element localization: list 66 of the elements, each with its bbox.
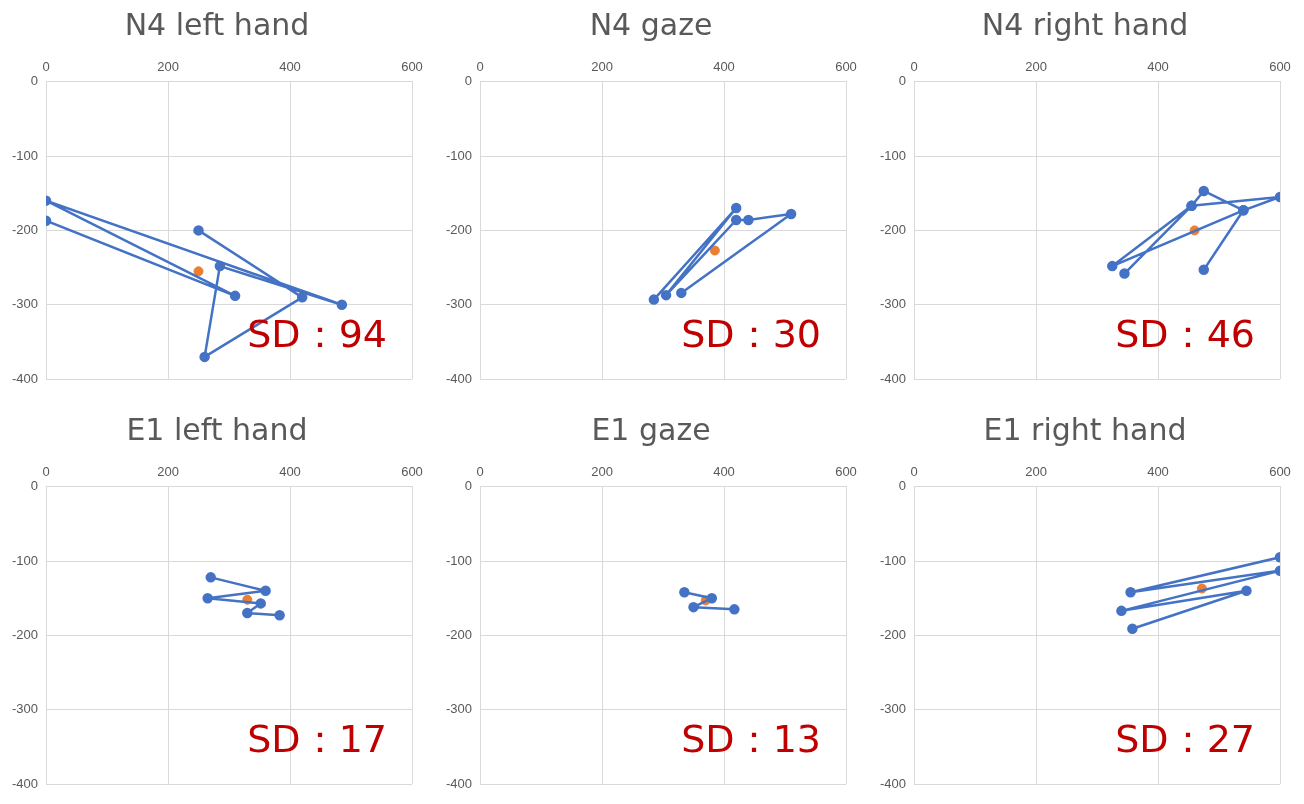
x-tick-label: 200 bbox=[591, 464, 613, 480]
x-tick-label: 0 bbox=[42, 464, 50, 480]
y-tick-label: -300 bbox=[445, 701, 473, 717]
y-tick-label: -400 bbox=[11, 370, 39, 386]
annotation: SD：94 bbox=[247, 312, 387, 357]
x-tick-label: 400 bbox=[713, 464, 735, 480]
x-tick-label: 400 bbox=[1147, 59, 1169, 75]
y-tick-label: -100 bbox=[879, 147, 907, 163]
x-tick-label: 400 bbox=[279, 464, 301, 480]
chart-title: E1 gaze bbox=[590, 411, 712, 449]
y-tick-label: 0 bbox=[898, 478, 907, 494]
annotation: SD：27 bbox=[1115, 717, 1255, 762]
y-tick-label: -300 bbox=[11, 701, 39, 717]
x-tick-label: 400 bbox=[1147, 464, 1169, 480]
y-tick-label: -300 bbox=[879, 701, 907, 717]
x-tick-label: 600 bbox=[1269, 464, 1291, 480]
y-tick-label: -100 bbox=[879, 552, 907, 568]
y-tick-label: 0 bbox=[898, 73, 907, 89]
annotation: SD：17 bbox=[247, 717, 387, 762]
x-tick-label: 0 bbox=[910, 59, 918, 75]
y-tick-label: -300 bbox=[879, 296, 907, 312]
y-tick-label: -300 bbox=[445, 296, 473, 312]
x-tick-label: 200 bbox=[157, 59, 179, 75]
chart-title: E1 left hand bbox=[125, 411, 309, 449]
x-tick-label: 600 bbox=[1269, 59, 1291, 75]
x-tick-label: 0 bbox=[476, 59, 484, 75]
x-tick-label: 200 bbox=[157, 464, 179, 480]
y-tick-label: -200 bbox=[11, 221, 39, 237]
x-tick-label: 400 bbox=[279, 59, 301, 75]
y-tick-label: 0 bbox=[464, 478, 473, 494]
annotation: SD：46 bbox=[1115, 312, 1255, 357]
y-tick-label: -400 bbox=[445, 775, 473, 791]
y-tick-label: -200 bbox=[879, 626, 907, 642]
y-tick-label: 0 bbox=[30, 73, 39, 89]
y-tick-label: -100 bbox=[445, 147, 473, 163]
y-tick-label: -400 bbox=[445, 370, 473, 386]
y-tick-label: 0 bbox=[30, 478, 39, 494]
y-tick-label: -100 bbox=[11, 147, 39, 163]
y-tick-label: -400 bbox=[879, 370, 907, 386]
x-tick-label: 0 bbox=[910, 464, 918, 480]
y-tick-label: -400 bbox=[11, 775, 39, 791]
y-tick-label: -200 bbox=[11, 626, 39, 642]
y-tick-label: -400 bbox=[879, 775, 907, 791]
y-tick-label: -200 bbox=[445, 221, 473, 237]
annotation: SD：13 bbox=[681, 717, 821, 762]
chart-title: N4 right hand bbox=[980, 6, 1190, 44]
chart-title: E1 right hand bbox=[982, 411, 1188, 449]
x-tick-label: 0 bbox=[42, 59, 50, 75]
chart-title: N4 left hand bbox=[123, 6, 311, 44]
y-tick-label: -100 bbox=[445, 552, 473, 568]
x-tick-label: 200 bbox=[1025, 59, 1047, 75]
y-tick-label: -100 bbox=[11, 552, 39, 568]
x-tick-label: 400 bbox=[713, 59, 735, 75]
x-tick-label: 600 bbox=[401, 59, 423, 75]
annotation: SD：30 bbox=[681, 312, 821, 357]
y-tick-label: -200 bbox=[445, 626, 473, 642]
x-tick-label: 600 bbox=[835, 59, 857, 75]
y-tick-label: -200 bbox=[879, 221, 907, 237]
y-tick-label: 0 bbox=[464, 73, 473, 89]
x-tick-label: 0 bbox=[476, 464, 484, 480]
x-tick-label: 600 bbox=[835, 464, 857, 480]
y-tick-label: -300 bbox=[11, 296, 39, 312]
x-tick-label: 200 bbox=[1025, 464, 1047, 480]
x-tick-label: 200 bbox=[591, 59, 613, 75]
x-tick-label: 600 bbox=[401, 464, 423, 480]
chart-title: N4 gaze bbox=[588, 6, 714, 44]
